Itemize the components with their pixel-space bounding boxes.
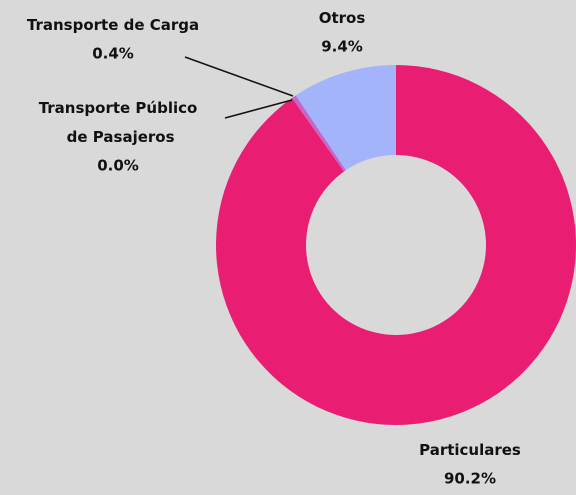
- donut-slice: [292, 95, 346, 172]
- category-label: Particulares: [419, 441, 521, 459]
- leader-line: [184, 56, 294, 97]
- label-line: Otros: [319, 9, 366, 27]
- label-line: de Pasajeros: [61, 128, 174, 146]
- donut-slice: [295, 65, 396, 171]
- leader-line: [224, 99, 293, 119]
- value-label: 90.2%: [444, 470, 496, 488]
- label-line: Particulares: [419, 441, 521, 459]
- value-label: 9.4%: [321, 38, 363, 56]
- value-label: 0.4%: [92, 45, 134, 63]
- value-label: 0.0%: [97, 157, 139, 175]
- category-label: Otros: [319, 9, 366, 27]
- label-line: Transporte Público: [39, 99, 198, 117]
- donut-slice: [216, 65, 576, 425]
- category-label: Transporte Público de Pasajeros: [39, 99, 198, 146]
- category-label: Transporte de Carga: [27, 16, 199, 34]
- label-line: Transporte de Carga: [27, 16, 199, 34]
